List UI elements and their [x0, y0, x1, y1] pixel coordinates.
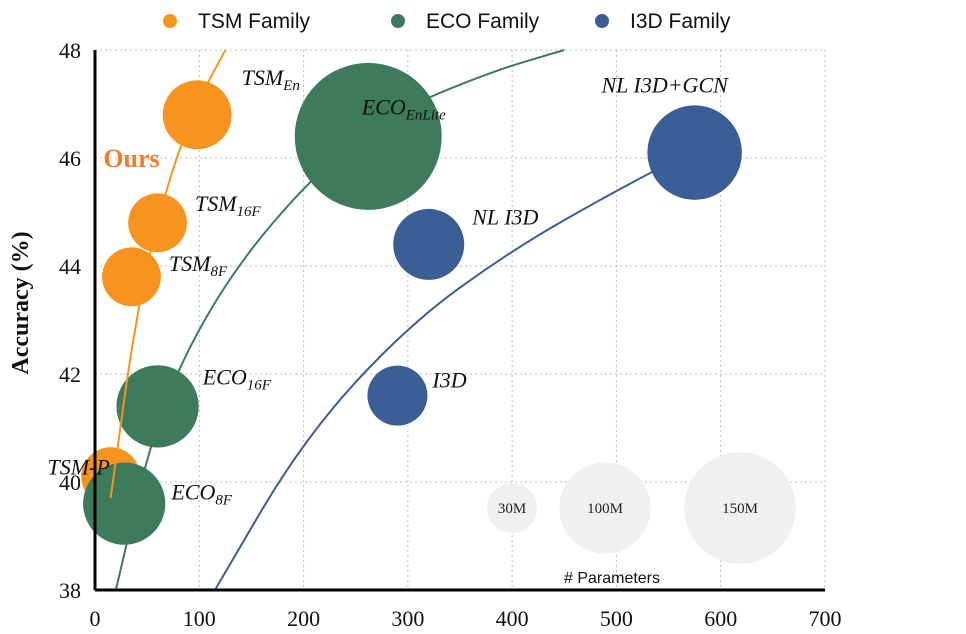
- bubble-label: TSMEn: [242, 65, 300, 94]
- legend: TSM Family ECO Family I3D Family: [163, 10, 731, 33]
- y-tick-label: 46: [59, 146, 81, 171]
- bubble-label: NL I3D: [471, 204, 538, 229]
- bubble-point: [83, 462, 166, 545]
- trend-line: [114, 49, 565, 591]
- bubble-point: [294, 62, 442, 210]
- bubble-point: [116, 365, 199, 448]
- x-tick-label: 700: [809, 606, 842, 631]
- y-tick-label: 44: [59, 254, 81, 279]
- legend-label: I3D Family: [630, 10, 731, 33]
- x-tick-label: 200: [287, 606, 320, 631]
- y-tick-label: 48: [59, 38, 81, 63]
- trend-line: [109, 49, 227, 499]
- axes: 0 100 200 300 400 500 600 700 38 40 42 44 46 48: [59, 38, 842, 631]
- y-axis-title: Accuracy (%): [8, 231, 34, 374]
- bubble-label: ECO8F: [170, 480, 233, 509]
- size-legend-bubble: [559, 462, 651, 554]
- size-legend: 30M 100M 150M # Parameters: [487, 452, 796, 587]
- bubble-label: NL I3D+GCN: [600, 73, 729, 98]
- y-tick-label: 38: [59, 578, 81, 603]
- legend-marker: [391, 14, 405, 28]
- bubble-point: [647, 105, 742, 200]
- bubble-point: [367, 365, 428, 426]
- bubble-point: [102, 247, 161, 307]
- x-tick-label: 300: [391, 606, 424, 631]
- size-legend-bubble: [684, 452, 796, 564]
- x-tick-label: 500: [600, 606, 633, 631]
- bubbles: [81, 62, 742, 545]
- bubble-point: [162, 80, 232, 150]
- trend-lines: [109, 49, 711, 591]
- bubble-labels: TSMEn TSM16F TSM8F TSM-P ECOEnLite ECO16F ECO8…: [47, 65, 729, 509]
- bubble-label: ECOEnLite: [361, 94, 446, 123]
- bubble-label: TSM-P: [47, 455, 109, 480]
- legend-marker: [163, 14, 177, 28]
- legend-label: ECO Family: [426, 10, 540, 33]
- ours-annotation: Ours: [103, 144, 159, 173]
- bubble-label: I3D: [431, 368, 466, 393]
- size-legend-label: 100M: [587, 501, 623, 517]
- y-tick-label: 42: [59, 362, 81, 387]
- x-tick-label: 100: [183, 606, 216, 631]
- bubble-label: TSM8F: [169, 251, 228, 280]
- trend-line: [214, 140, 711, 591]
- bubble-label: ECO16F: [202, 364, 272, 393]
- y-tick-label: 40: [59, 470, 81, 495]
- legend-label: TSM Family: [198, 10, 310, 33]
- size-legend-title: # Parameters: [564, 570, 660, 587]
- x-tick-label: 0: [90, 606, 101, 631]
- size-legend-label: 150M: [722, 501, 758, 517]
- legend-marker: [595, 14, 609, 28]
- x-tick-label: 600: [704, 606, 737, 631]
- bubble-point: [393, 208, 465, 280]
- size-legend-bubble: [487, 483, 537, 533]
- size-legend-label: 30M: [498, 501, 526, 517]
- bubble-label: TSM16F: [195, 191, 262, 220]
- x-tick-label: 400: [496, 606, 529, 631]
